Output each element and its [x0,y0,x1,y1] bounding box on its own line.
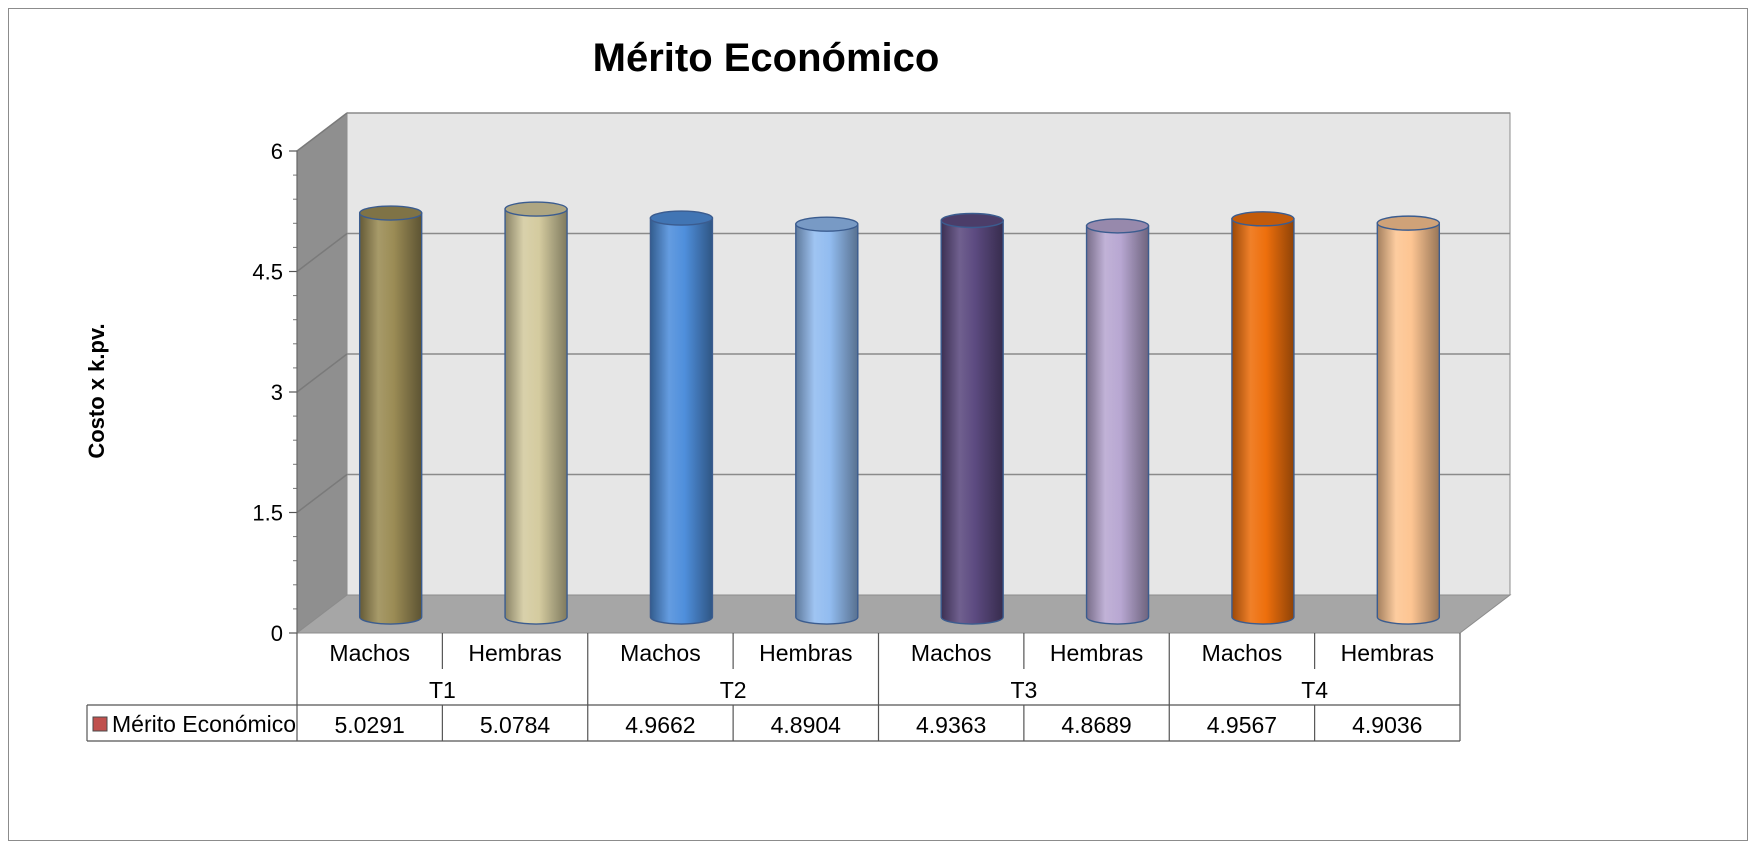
data-label: 5.0291 [335,712,405,738]
data-label: 4.9567 [1207,712,1277,738]
x-category-label: Hembras [759,640,852,666]
chart-canvas: Mérito Económico Costo x k.pv. 0 1.5 3 4.5 6… [84,36,1512,742]
data-label: 4.9662 [625,712,695,738]
x-category-label: Hembras [1341,640,1434,666]
x-category-label: Machos [911,640,992,666]
bar [940,212,1004,625]
data-label: 4.8689 [1061,712,1131,738]
bar-top [795,216,859,232]
x-category-label: Hembras [1050,640,1143,666]
y-tick-label: 3 [271,380,283,405]
floor [295,594,1512,634]
chart-frame: Mérito Económico Costo x k.pv. 0 1.5 3 4.5 6… [8,8,1748,841]
y-tick-label: 6 [271,139,283,164]
bar [1376,215,1441,625]
bars [358,201,1441,625]
x-group-label: T2 [720,677,747,703]
x-group-label: T4 [1301,677,1328,703]
bar-top [1231,211,1295,227]
x-category-label: Machos [620,640,701,666]
chart-title: Mérito Económico [593,36,940,80]
data-label: 4.8904 [771,712,842,738]
bar [795,216,859,625]
y-tick-label: 0 [271,621,283,646]
bar [1085,218,1150,625]
bar-top [649,210,714,226]
legend-entry: Mérito Económico [112,711,296,737]
gridline [296,112,1510,152]
x-category-label: Machos [1202,640,1283,666]
legend-swatch [92,716,108,732]
x-group-label: T3 [1010,677,1037,703]
bar-top [358,205,423,221]
bar-top [504,201,568,217]
y-tick-label: 1.5 [252,501,283,526]
x-category-label: Hembras [468,640,561,666]
bar [1231,211,1295,625]
plot-walls [295,111,1512,635]
bar [649,210,714,625]
data-label: 4.9036 [1352,712,1422,738]
data-label: 4.9363 [916,712,986,738]
data-label: 5.0784 [480,712,551,738]
bar [358,205,423,625]
x-group-label: T1 [429,677,456,703]
bar-top [1376,215,1441,231]
y-axis-label: Costo x k.pv. [84,323,109,458]
x-category-label: Machos [329,640,410,666]
y-tick-label: 4.5 [252,260,283,285]
y-axis: 0 1.5 3 4.5 6 [252,139,298,646]
data-table: Machos Hembras Machos Hembras Machos Hembras M… [86,633,1461,742]
bar-top [1085,218,1150,234]
bar [504,201,568,625]
bar-top [940,212,1004,229]
